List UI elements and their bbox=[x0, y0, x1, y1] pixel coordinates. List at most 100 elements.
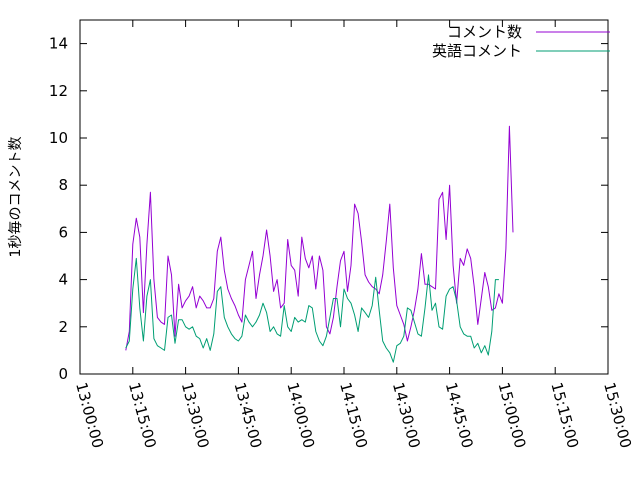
series-1-point-11 bbox=[164, 324, 165, 325]
series-1-point-57 bbox=[326, 326, 327, 327]
y-tick-label: 14 bbox=[49, 35, 68, 53]
series-1-point-27 bbox=[220, 237, 221, 238]
series-2-point-1 bbox=[129, 340, 130, 341]
series-2-point-5 bbox=[143, 340, 144, 341]
series-2-point-2 bbox=[132, 288, 133, 289]
series-2-point-25 bbox=[213, 333, 214, 334]
series-1-point-7 bbox=[150, 192, 151, 193]
y-tick-label: 6 bbox=[58, 223, 68, 241]
series-2-point-72 bbox=[379, 310, 380, 311]
series-2-point-68 bbox=[365, 312, 366, 313]
series-2-point-58 bbox=[329, 317, 330, 318]
series-2-point-80 bbox=[407, 307, 408, 308]
plot-frame bbox=[79, 19, 609, 375]
series-1-point-45 bbox=[284, 303, 285, 304]
series-2-point-96 bbox=[463, 333, 464, 334]
series-2-point-40 bbox=[266, 312, 267, 313]
series-2-point-103 bbox=[488, 355, 489, 356]
series-1-point-38 bbox=[259, 274, 260, 275]
x-tick-label: 14:00:00 bbox=[283, 380, 318, 450]
series-1-point-2 bbox=[132, 244, 133, 245]
series-2-point-18 bbox=[189, 329, 190, 330]
series-1-point-46 bbox=[287, 239, 288, 240]
series-1-point-66 bbox=[358, 213, 359, 214]
series-2-point-16 bbox=[182, 319, 183, 320]
series-1-point-78 bbox=[400, 314, 401, 315]
series-1-point-102 bbox=[484, 272, 485, 273]
y-axis-label-group: 1秒毎のコメント数 bbox=[8, 137, 24, 258]
series-2-point-97 bbox=[467, 336, 468, 337]
series-2-point-87 bbox=[431, 310, 432, 311]
series-1-point-108 bbox=[505, 248, 506, 249]
series-1-point-74 bbox=[386, 241, 387, 242]
series-2-point-99 bbox=[474, 347, 475, 348]
series-1-point-31 bbox=[234, 305, 235, 306]
series-2-point-91 bbox=[446, 296, 447, 297]
series-2-point-46 bbox=[287, 326, 288, 327]
series-2-point-9 bbox=[157, 345, 158, 346]
legend: コメント数 英語コメント bbox=[432, 23, 610, 60]
series-1-point-20 bbox=[196, 307, 197, 308]
series-1-point-109 bbox=[509, 126, 510, 127]
y-axis-ticks: 0 2 4 6 8 10 12 14 bbox=[49, 35, 608, 383]
series-2-point-43 bbox=[277, 333, 278, 334]
series-2-point-45 bbox=[284, 305, 285, 306]
series-1-point-48 bbox=[294, 270, 295, 271]
series-2-point-28 bbox=[224, 317, 225, 318]
legend-label-series-1: コメント数 bbox=[447, 23, 522, 41]
series-2-point-59 bbox=[333, 298, 334, 299]
series-2-point-64 bbox=[350, 303, 351, 304]
series-2-point-53 bbox=[312, 307, 313, 308]
series-1-point-62 bbox=[343, 251, 344, 252]
series-2-point-51 bbox=[305, 322, 306, 323]
series-2-point-26 bbox=[217, 291, 218, 292]
series-1-point-55 bbox=[319, 255, 320, 256]
series-1-point-80 bbox=[407, 340, 408, 341]
series-2-point-49 bbox=[298, 322, 299, 323]
x-tick-label: 15:00:00 bbox=[495, 380, 530, 450]
series-1-point-56 bbox=[322, 270, 323, 271]
series-2-point-10 bbox=[160, 347, 161, 348]
series-line-2 bbox=[125, 257, 499, 363]
series-1-point-49 bbox=[298, 296, 299, 297]
series-2-point-60 bbox=[336, 298, 337, 299]
x-axis-ticks: 13:00:00 13:15:00 13:30:00 13:45:00 14:00:00… bbox=[72, 20, 635, 450]
series-1-point-98 bbox=[470, 258, 471, 259]
series-2-point-70 bbox=[372, 305, 373, 306]
series-1-point-13 bbox=[171, 274, 172, 275]
series-1-point-8 bbox=[153, 279, 154, 280]
series-2-point-75 bbox=[389, 352, 390, 353]
x-tick-label: 14:15:00 bbox=[336, 380, 371, 450]
series-2-point-61 bbox=[340, 326, 341, 327]
series-2-point-34 bbox=[245, 314, 246, 315]
series-2-point-6 bbox=[146, 296, 147, 297]
series-1-point-104 bbox=[491, 310, 492, 311]
series-2-point-84 bbox=[421, 336, 422, 337]
series-2-point-7 bbox=[150, 279, 151, 280]
series-2-point-83 bbox=[417, 333, 418, 334]
series-1-point-100 bbox=[477, 324, 478, 325]
series-2-point-66 bbox=[358, 331, 359, 332]
x-tick-label: 14:45:00 bbox=[442, 380, 477, 450]
series-1-point-32 bbox=[238, 314, 239, 315]
series-1-point-26 bbox=[217, 251, 218, 252]
x-tick-label: 13:45:00 bbox=[231, 380, 266, 450]
series-2-point-14 bbox=[174, 343, 175, 344]
series-1-point-47 bbox=[291, 265, 292, 266]
series-1-point-103 bbox=[488, 286, 489, 287]
series-2-point-101 bbox=[481, 352, 482, 353]
series-2-point-0 bbox=[125, 347, 126, 348]
series-1-point-30 bbox=[231, 298, 232, 299]
series-2-point-33 bbox=[241, 336, 242, 337]
series-1-point-4 bbox=[139, 237, 140, 238]
series-2-point-63 bbox=[347, 298, 348, 299]
series-1-point-95 bbox=[460, 258, 461, 259]
series-2-point-104 bbox=[491, 331, 492, 332]
series-1-point-90 bbox=[442, 192, 443, 193]
series-2-point-67 bbox=[361, 307, 362, 308]
series-2-point-27 bbox=[220, 286, 221, 287]
x-tick-label: 15:15:00 bbox=[547, 380, 582, 450]
series-2-point-32 bbox=[238, 340, 239, 341]
legend-label-series-2: 英語コメント bbox=[432, 42, 522, 60]
